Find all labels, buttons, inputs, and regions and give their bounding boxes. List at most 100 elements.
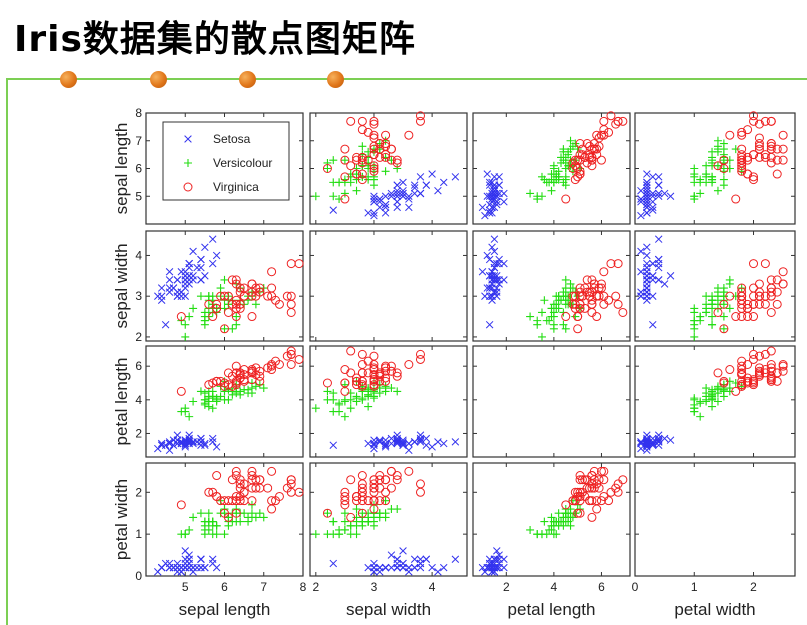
data-point bbox=[643, 251, 651, 260]
panel-frame bbox=[634, 462, 796, 577]
data-point bbox=[500, 198, 508, 206]
data-point bbox=[386, 361, 396, 371]
data-point bbox=[643, 292, 651, 300]
data-point bbox=[231, 361, 241, 371]
data-point bbox=[340, 378, 350, 388]
data-point bbox=[393, 203, 401, 212]
data-point bbox=[208, 404, 217, 413]
data-point bbox=[749, 354, 759, 364]
data-point bbox=[613, 299, 623, 309]
data-point bbox=[554, 509, 563, 518]
y-tick-label: 2 bbox=[135, 330, 142, 344]
data-point bbox=[231, 312, 241, 322]
data-point bbox=[212, 251, 221, 260]
data-point bbox=[666, 192, 675, 201]
x-tick-label: 8 bbox=[300, 580, 307, 594]
data-point bbox=[485, 284, 494, 292]
data-point bbox=[251, 475, 261, 485]
data-point bbox=[369, 116, 379, 126]
data-point bbox=[392, 471, 402, 481]
data-point bbox=[286, 346, 296, 356]
data-point bbox=[405, 192, 413, 201]
data-point bbox=[381, 382, 390, 391]
data-point bbox=[329, 441, 338, 449]
data-point bbox=[208, 235, 217, 243]
data-point bbox=[204, 509, 213, 518]
data-point bbox=[587, 287, 597, 297]
data-point bbox=[490, 263, 499, 272]
data-point bbox=[559, 147, 568, 156]
data-point bbox=[549, 178, 558, 187]
data-point bbox=[370, 559, 378, 568]
data-point bbox=[352, 152, 362, 162]
y-tick-label: 2 bbox=[135, 426, 142, 440]
data-point bbox=[592, 130, 602, 140]
data-point bbox=[346, 389, 355, 398]
data-point bbox=[537, 308, 546, 317]
data-point bbox=[364, 209, 372, 217]
data-point bbox=[181, 272, 190, 280]
data-point bbox=[399, 189, 407, 198]
data-point bbox=[369, 475, 379, 485]
data-point bbox=[286, 360, 296, 369]
data-point bbox=[719, 312, 728, 321]
data-point bbox=[216, 392, 225, 401]
data-point bbox=[643, 198, 651, 206]
data-point bbox=[346, 161, 356, 171]
data-point bbox=[375, 144, 385, 154]
data-point bbox=[415, 349, 425, 359]
data-point bbox=[370, 198, 378, 206]
data-point bbox=[566, 521, 575, 530]
data-point bbox=[488, 563, 496, 572]
data-point bbox=[713, 292, 722, 301]
data-point bbox=[737, 166, 747, 176]
data-point bbox=[216, 291, 226, 301]
data-point bbox=[743, 155, 753, 165]
data-point bbox=[376, 203, 384, 212]
data-point bbox=[189, 247, 197, 256]
data-point bbox=[340, 194, 350, 204]
data-point bbox=[404, 360, 414, 369]
data-point bbox=[381, 443, 390, 451]
data-point bbox=[483, 170, 492, 178]
data-point bbox=[228, 324, 237, 333]
data-point bbox=[357, 376, 367, 386]
data-point bbox=[346, 178, 355, 187]
data-point bbox=[702, 308, 711, 317]
bullet-dot-icon bbox=[327, 71, 344, 88]
data-point bbox=[404, 130, 414, 140]
data-point bbox=[749, 172, 759, 182]
data-point bbox=[220, 387, 229, 396]
data-point bbox=[702, 161, 711, 170]
data-point bbox=[493, 189, 501, 198]
data-point bbox=[485, 272, 494, 280]
data-point bbox=[227, 475, 237, 485]
data-point bbox=[231, 275, 241, 285]
data-point bbox=[643, 438, 651, 446]
data-point bbox=[488, 280, 496, 288]
data-point bbox=[743, 169, 753, 179]
data-point bbox=[731, 145, 740, 154]
data-point bbox=[743, 125, 753, 135]
data-point bbox=[575, 169, 585, 179]
data-point bbox=[216, 284, 225, 293]
data-point bbox=[267, 365, 277, 375]
data-point bbox=[483, 251, 492, 260]
data-point bbox=[181, 280, 190, 288]
data-point bbox=[766, 144, 776, 154]
data-point bbox=[208, 259, 217, 268]
data-point bbox=[772, 287, 782, 297]
data-point bbox=[587, 483, 597, 493]
data-point bbox=[549, 324, 558, 333]
data-point bbox=[392, 155, 402, 165]
data-point bbox=[251, 382, 260, 391]
data-point bbox=[165, 446, 174, 455]
y-axis-label: petal length bbox=[112, 358, 131, 446]
data-point bbox=[231, 508, 241, 518]
data-point bbox=[212, 395, 221, 404]
data-point bbox=[561, 275, 570, 284]
data-point bbox=[370, 192, 378, 201]
data-point bbox=[749, 111, 759, 121]
data-point bbox=[754, 141, 764, 151]
